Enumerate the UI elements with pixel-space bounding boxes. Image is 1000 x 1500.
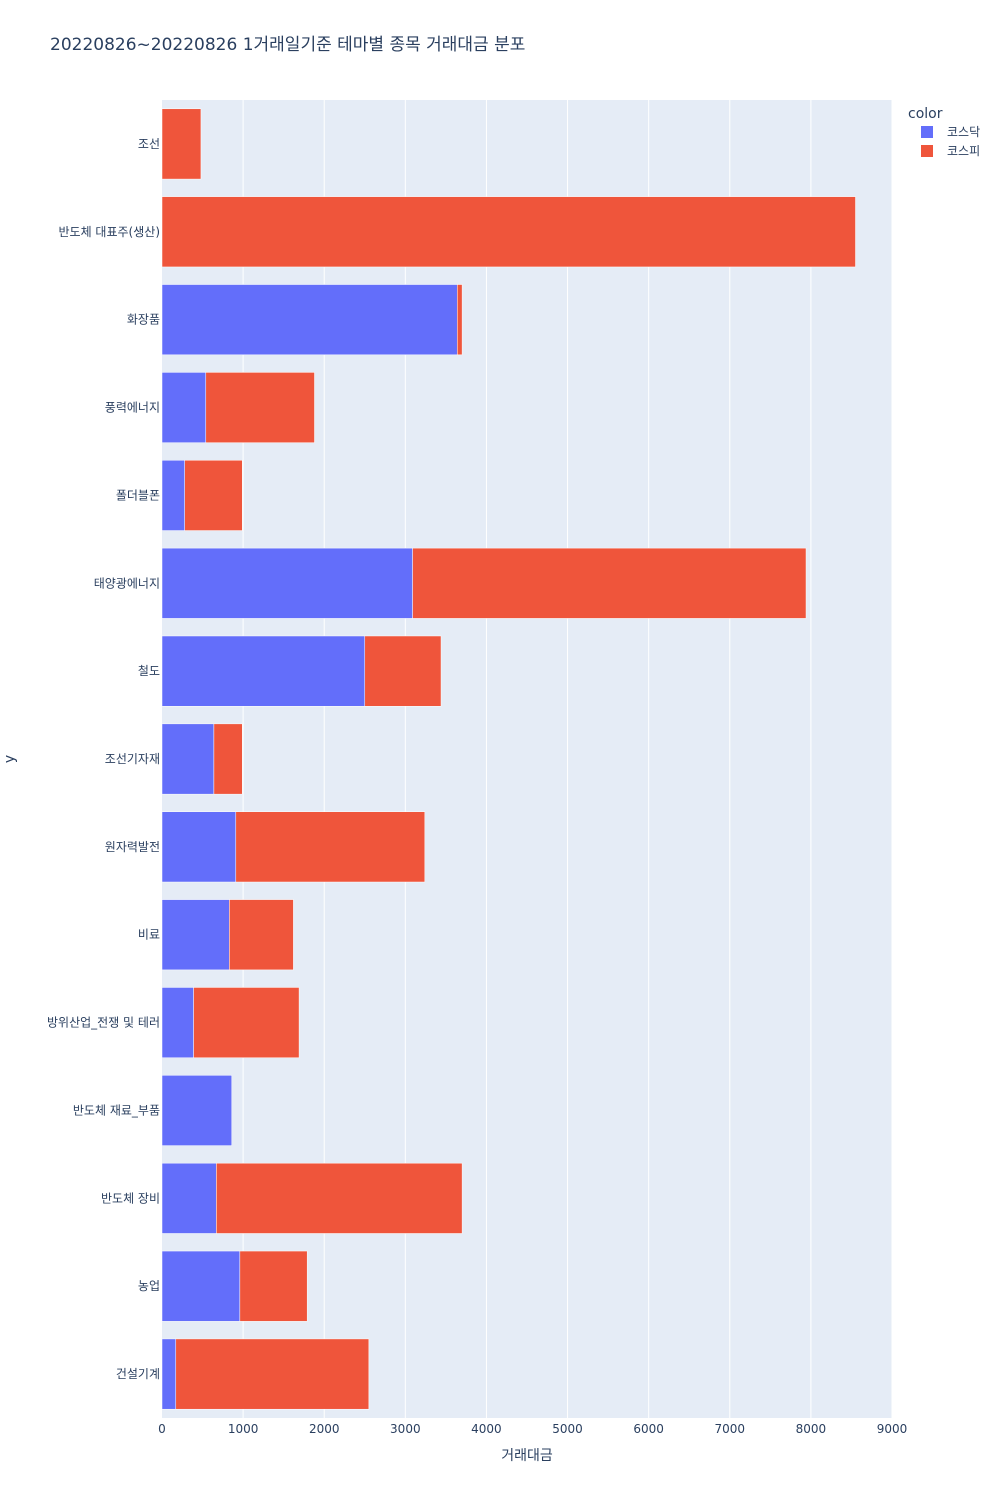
x-tick-label: 1000 <box>228 1422 259 1436</box>
x-tick-label: 7000 <box>715 1422 746 1436</box>
x-axis-ticks: 0 1000 2000 3000 4000 5000 6000 7000 8000 9000 <box>158 1422 907 1436</box>
bar-kospi[interactable] <box>184 460 243 531</box>
x-axis-title: 거래대금 <box>501 1448 553 1464</box>
y-axis-title: y <box>2 755 18 763</box>
bar-kospi[interactable] <box>235 811 426 883</box>
y-tick-label: 반도체 재료_부품 <box>73 1103 160 1117</box>
bar-kosdaq[interactable] <box>161 723 215 795</box>
bar-kosdaq[interactable] <box>161 987 194 1058</box>
y-tick-label: 반도체 대표주(생산) <box>59 225 161 239</box>
y-tick-label: 원자력발전 <box>105 840 160 854</box>
bar-kospi[interactable] <box>239 1250 308 1322</box>
y-tick-label: 농업 <box>138 1279 160 1293</box>
y-tick-label: 폴더블폰 <box>116 488 160 502</box>
bar-kosdaq[interactable] <box>161 1338 177 1410</box>
legend-item-label[interactable]: 코스닥 <box>947 125 980 139</box>
legend-swatch[interactable] <box>921 145 933 157</box>
legend-title: color <box>908 106 943 122</box>
bar-kospi[interactable] <box>229 899 294 971</box>
y-tick-label: 비료 <box>138 928 160 942</box>
bar-kosdaq[interactable] <box>161 284 458 356</box>
x-tick-label: 9000 <box>877 1422 908 1436</box>
y-tick-label: 반도체 장비 <box>101 1191 160 1205</box>
bar-kosdaq[interactable] <box>161 811 237 883</box>
y-tick-label: 철도 <box>138 664 160 678</box>
y-tick-label: 풍력에너지 <box>105 401 160 415</box>
y-tick-label: 태양광에너지 <box>94 576 160 590</box>
x-tick-label: 3000 <box>390 1422 421 1436</box>
y-tick-label: 화장품 <box>127 313 160 327</box>
bar-kospi[interactable] <box>175 1338 370 1410</box>
bar-kosdaq[interactable] <box>161 372 207 443</box>
bar-kospi[interactable] <box>161 108 202 180</box>
x-tick-label: 5000 <box>552 1422 583 1436</box>
bar-kospi[interactable] <box>205 372 315 443</box>
bar-kospi[interactable] <box>213 723 243 795</box>
bars[interactable] <box>161 108 856 1410</box>
y-tick-label: 건설기계 <box>116 1367 160 1381</box>
bar-kosdaq[interactable] <box>161 899 230 971</box>
x-tick-label: 2000 <box>309 1422 340 1436</box>
legend-item-label[interactable]: 코스피 <box>947 144 980 158</box>
x-tick-label: 0 <box>158 1422 166 1436</box>
bar-kospi[interactable] <box>161 196 856 268</box>
bar-kosdaq[interactable] <box>161 635 366 707</box>
bar-kospi[interactable] <box>456 284 463 356</box>
x-tick-label: 8000 <box>796 1422 827 1436</box>
chart-title: 20220826~20220826 1거래일기준 테마별 종목 거래대금 분포 <box>50 35 525 55</box>
bar-kosdaq[interactable] <box>161 1075 233 1146</box>
bar-kosdaq[interactable] <box>161 460 185 531</box>
x-tick-label: 6000 <box>633 1422 664 1436</box>
bar-kospi[interactable] <box>216 1162 463 1234</box>
y-tick-label: 조선기자재 <box>105 752 160 766</box>
bar-kosdaq[interactable] <box>161 1250 241 1322</box>
bar-kosdaq[interactable] <box>161 1162 217 1234</box>
legend-swatch[interactable] <box>921 126 933 138</box>
x-tick-label: 4000 <box>471 1422 502 1436</box>
bar-kospi[interactable] <box>193 987 300 1058</box>
y-tick-label: 방위산업_전쟁 및 테러 <box>47 1016 160 1030</box>
y-tick-label: 조선 <box>138 137 160 151</box>
bar-kosdaq[interactable] <box>161 547 413 619</box>
bar-kospi[interactable] <box>364 635 442 707</box>
bar-kospi[interactable] <box>412 547 807 619</box>
